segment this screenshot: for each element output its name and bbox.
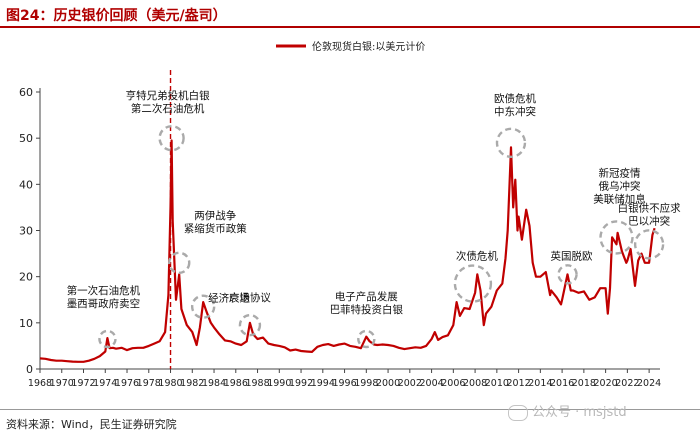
event-marker-circle [599, 220, 634, 255]
x-tick-label: 1986 [224, 378, 248, 389]
x-tick-label: 1984 [202, 378, 226, 389]
event-annotation-label: 墨西哥政府卖空 [67, 297, 141, 310]
event-annotation-label: 美联储加息 [593, 192, 646, 205]
event-annotation-label: 巴菲特投资白银 [330, 303, 404, 316]
event-marker-circle [158, 124, 185, 152]
x-tick-label: 1970 [50, 378, 74, 389]
event-marker-circle [495, 127, 527, 158]
title-bar: 图24：历史银价回顾（美元/盎司） [0, 0, 700, 28]
event-annotation-label: 紧缩货币政策 [184, 222, 247, 235]
x-tick-label: 2020 [594, 378, 618, 389]
event-annotation-label: 两伊战争 [194, 209, 236, 222]
series-line [39, 139, 656, 363]
event-annotation-label: 广场协议 [229, 291, 271, 304]
chart-legend: 伦敦现货白银:以美元计价 [276, 40, 425, 53]
event-marker-circle [357, 329, 376, 349]
event-annotation-label: 第二次石油危机 [131, 102, 205, 115]
event-annotation-label: 电子产品发展 [335, 290, 398, 303]
event-annotation-label: 白银供不应求 [618, 201, 681, 214]
x-tick-label: 2010 [485, 378, 509, 389]
x-tick-label: 2008 [463, 378, 487, 389]
x-tick-label: 2006 [441, 378, 465, 389]
x-tick-label: 2022 [615, 378, 639, 389]
event-annotation-label: 亨特兄弟投机白银 [126, 89, 210, 102]
x-tick-label: 1994 [311, 378, 335, 389]
event-marker-circle [453, 264, 493, 303]
event-marker-circle [238, 313, 262, 337]
chart-title: 图24：历史银价回顾（美元/盎司） [6, 8, 227, 24]
event-annotation-label: 次债危机 [456, 250, 498, 263]
x-tick-label: 1976 [115, 378, 139, 389]
event-annotation-label: 英国脱欧 [551, 249, 593, 262]
source-note: 资料来源：Wind，民生证券研究院 [6, 418, 177, 431]
y-tick-label: 50 [19, 132, 33, 145]
watermark: 公众号 · msjstd [508, 401, 627, 421]
x-tick-label: 1980 [158, 378, 182, 389]
event-marker-circle [190, 294, 216, 319]
x-tick-label: 1974 [93, 378, 117, 389]
silver-price-chart: 0102030405060196819701972197419761978198… [19, 40, 681, 389]
event-marker-circle [98, 329, 117, 349]
event-annotation-label: 经济衰退 [208, 292, 250, 305]
chart-axes [39, 88, 660, 370]
event-annotation-label: 欧债危机 [494, 92, 536, 105]
event-marker-circle [168, 251, 191, 275]
chart-ticks: 0102030405060196819701972197419761978198… [19, 86, 661, 389]
x-tick-label: 1996 [332, 378, 356, 389]
x-tick-label: 1992 [289, 378, 313, 389]
x-tick-label: 2024 [637, 378, 661, 389]
y-tick-label: 40 [19, 178, 33, 191]
y-tick-label: 10 [19, 317, 33, 330]
x-tick-label: 2012 [507, 378, 531, 389]
event-annotation-label: 第一次石油危机 [67, 284, 141, 297]
x-tick-label: 2014 [528, 378, 552, 389]
y-tick-label: 30 [19, 225, 33, 238]
y-tick-label: 20 [19, 271, 33, 284]
y-tick-label: 60 [19, 86, 33, 99]
x-tick-label: 1982 [180, 378, 204, 389]
x-tick-label: 1972 [71, 378, 95, 389]
legend-label: 伦敦现货白银:以美元计价 [312, 40, 425, 53]
x-tick-label: 2002 [398, 378, 422, 389]
x-tick-label: 1968 [28, 378, 52, 389]
y-tick-label: 0 [26, 363, 33, 376]
x-tick-label: 1988 [245, 378, 269, 389]
x-tick-label: 2000 [376, 378, 400, 389]
x-tick-label: 1990 [267, 378, 291, 389]
event-annotation-label: 中东冲突 [494, 105, 536, 118]
x-tick-label: 2004 [419, 378, 443, 389]
x-tick-label: 2018 [572, 378, 596, 389]
x-tick-label: 2016 [550, 378, 574, 389]
event-annotation-label: 巴以冲突 [628, 214, 670, 227]
event-marker-circle [557, 264, 578, 285]
event-annotation-label: 俄乌冲突 [598, 179, 640, 192]
event-marker-circle [633, 229, 665, 260]
wechat-icon [508, 404, 528, 421]
event-annotation-label: 新冠疫情 [598, 166, 640, 179]
watermark-text: 公众号 · msjstd [532, 405, 627, 420]
footer-divider [0, 409, 700, 410]
x-tick-label: 1998 [354, 378, 378, 389]
chart-series [39, 139, 656, 363]
x-tick-label: 1978 [137, 378, 161, 389]
